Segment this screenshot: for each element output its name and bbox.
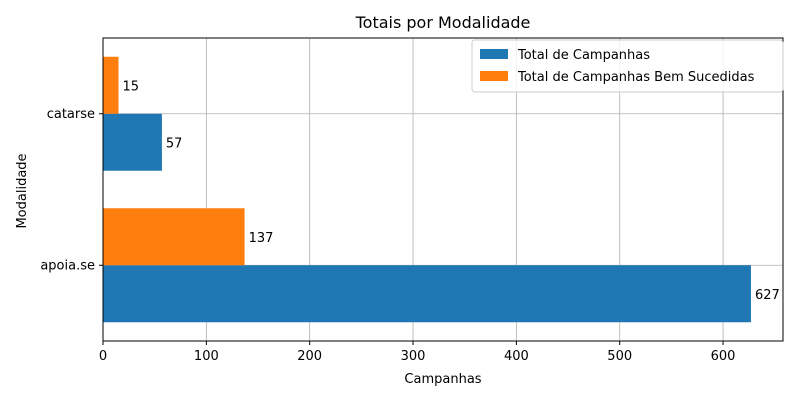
bar [103,56,119,114]
bars-layer [103,56,751,323]
x-tick-label: 100 [194,349,219,364]
labels-layer: 627 137 57 15 [123,79,780,303]
y-tick-label: apoia.se [40,258,95,273]
bar-value-label: 57 [166,136,183,151]
bar-value-label: 137 [249,231,274,246]
x-tick-label: 0 [99,349,107,364]
y-tick-label: catarse [47,107,95,122]
legend-box [471,39,784,93]
y-axis-title: Modalidade [15,153,30,228]
x-tick-label: 600 [711,349,736,364]
plot-frame [102,37,784,342]
legend: Total de Campanhas Total de Campanhas Be… [471,39,784,93]
legend-swatch-success [480,71,508,81]
legend-label-total: Total de Campanhas [517,48,650,63]
bar-value-label: 15 [123,79,140,94]
bar [103,113,162,171]
legend-label-success: Total de Campanhas Bem Sucedidas [517,70,755,85]
bar-value-label: 627 [755,288,780,303]
x-tick-label: 300 [401,349,426,364]
legend-swatch-total [480,49,508,59]
chart-title: Totais por Modalidade [355,13,531,32]
x-tick-label: 200 [297,349,322,364]
x-tick-label: 400 [504,349,529,364]
bar [103,265,751,323]
x-axis-title: Campanhas [404,372,481,387]
ticks-layer: 0 100 200 300 400 500 600 apoia.se catarse [40,107,735,364]
x-tick-label: 500 [607,349,632,364]
bar [103,208,245,266]
